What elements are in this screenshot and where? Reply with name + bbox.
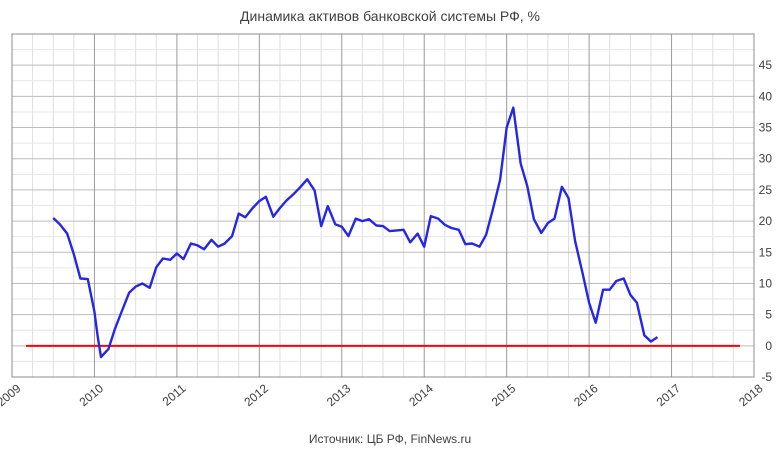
x-tick-label: 2012 [241,381,271,409]
x-tick-label: 2011 [160,381,189,409]
chart-source: Источник: ЦБ РФ, FinNews.ru [308,432,472,446]
series-line-0 [52,106,659,359]
y-tick-label: 5 [765,308,772,322]
y-tick-label: 35 [759,121,773,135]
x-tick-label: 2014 [406,381,436,409]
x-tick-label: 2013 [324,381,354,409]
y-tick-label: -5 [761,370,772,384]
x-tick-label: 2010 [77,381,107,409]
y-tick-label: 0 [765,339,772,353]
x-tick-label: 2009 [0,381,24,409]
y-tick-label: 20 [759,214,773,228]
y-tick-label: 40 [759,89,773,103]
plot-frame [11,33,755,378]
y-tick-label: 15 [759,245,773,259]
y-tick-label: 10 [759,276,773,290]
x-tick-label: 2018 [736,381,766,409]
y-tick-label: 45 [759,58,773,72]
x-tick-label: 2017 [654,381,684,409]
chart-title: Динамика активов банковской системы РФ, … [240,8,540,24]
x-tick-label: 2015 [489,381,519,409]
y-tick-label: 25 [759,183,773,197]
x-tick-label: 2016 [571,381,601,409]
y-tick-label: 30 [759,152,773,166]
